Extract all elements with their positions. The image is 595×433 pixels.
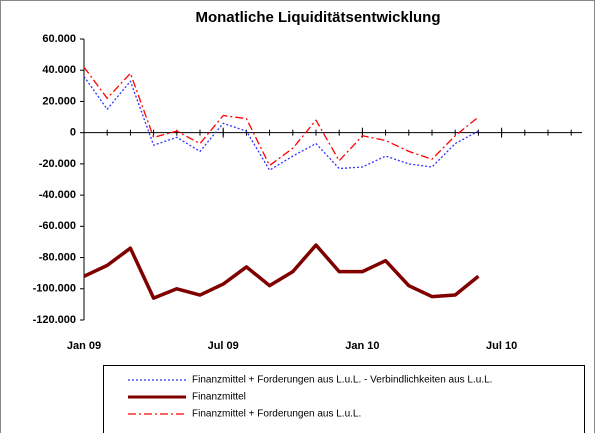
y-tick-label: -80.000 xyxy=(39,251,76,263)
y-tick-label: -40.000 xyxy=(39,189,76,201)
legend-label: Finanzmittel + Forderungen aus L.u.L. xyxy=(192,409,361,420)
y-tick-label: 40.000 xyxy=(42,64,76,76)
y-tick-label: 0 xyxy=(70,127,76,139)
x-tick-label: Jul 10 xyxy=(486,340,517,352)
x-tick-label: Jul 09 xyxy=(208,340,239,352)
series-line xyxy=(83,76,479,171)
y-tick-label: -100.000 xyxy=(33,283,76,295)
legend-label: Finanzmittel + Forderungen aus L.u.L. - … xyxy=(192,375,492,386)
y-tick-label: -120.000 xyxy=(33,314,76,326)
series-line xyxy=(83,243,480,300)
y-tick-label: 60.000 xyxy=(42,33,76,45)
legend: Finanzmittel + Forderungen aus L.u.L. - … xyxy=(128,375,492,420)
legend-box xyxy=(103,365,585,433)
series-line xyxy=(83,66,479,167)
x-tick-label: Jan 10 xyxy=(345,340,379,352)
y-tick-label: -60.000 xyxy=(39,220,76,232)
x-tick-label: Jan 09 xyxy=(67,340,101,352)
chart-title: Monatliche Liquiditätsentwicklung xyxy=(195,9,440,26)
y-tick-label: 20.000 xyxy=(42,95,76,107)
legend-label: Finanzmittel xyxy=(192,392,246,403)
y-tick-label: -20.000 xyxy=(39,158,76,170)
